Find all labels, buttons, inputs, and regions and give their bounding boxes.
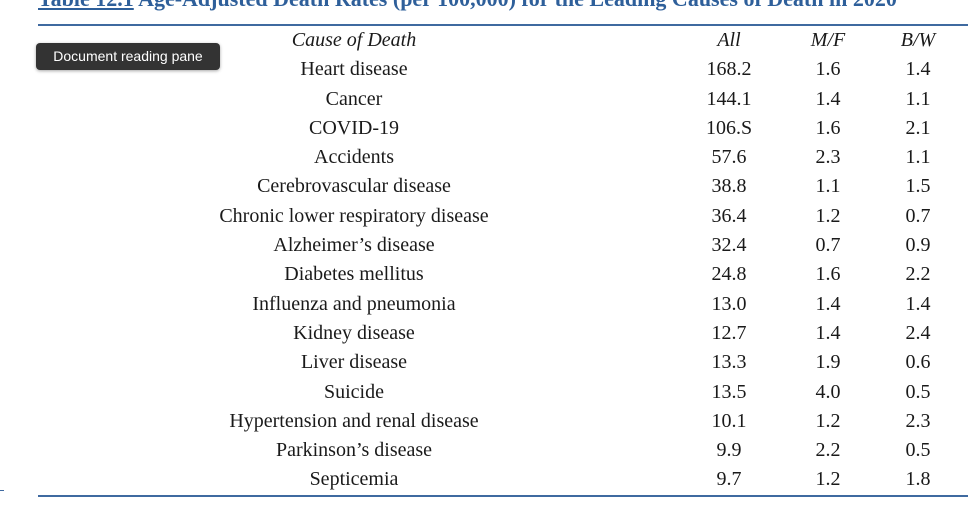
cell-all: 13.3 (711, 351, 747, 374)
table-row: Heart disease 168.2 1.6 1.4 (38, 55, 968, 84)
table-row: Suicide 13.5 4.0 0.5 (38, 378, 968, 407)
cell-all: 144.1 (706, 87, 752, 110)
table-row: Chronic lower respiratory disease 36.4 1.2… (38, 202, 968, 231)
table-row: Hypertension and renal disease 10.1 1.2 2.3 (38, 407, 968, 436)
table-row: COVID-19 106.S 1.6 2.1 (38, 114, 968, 143)
cell-cause: COVID-19 (309, 116, 399, 139)
cell-mf: 1.4 (815, 292, 841, 315)
cell-bw: 0.5 (905, 380, 931, 403)
table-caption: Table 12.1 Age-Adjusted Death Rates (per… (38, 0, 968, 18)
cell-mf: 0.7 (815, 234, 841, 257)
cell-mf: 1.2 (815, 409, 841, 432)
cell-all: 12.7 (711, 321, 747, 344)
table-row: Influenza and pneumonia 13.0 1.4 1.4 (38, 290, 968, 319)
cell-all: 106.S (705, 116, 753, 139)
cell-all: 32.4 (711, 234, 747, 257)
cell-mf: 1.4 (815, 321, 841, 344)
table-row: Septicemia 9.7 1.2 1.8 (38, 465, 968, 494)
table-row: Parkinson’s disease 9.9 2.2 0.5 (38, 436, 968, 465)
cell-mf: 2.2 (815, 439, 841, 462)
cell-cause: Kidney disease (293, 321, 415, 344)
cell-bw: 0.5 (905, 439, 931, 462)
margin-mark (0, 490, 4, 491)
cell-mf: 1.2 (815, 468, 841, 491)
table-row: Liver disease 13.3 1.9 0.6 (38, 348, 968, 377)
death-rates-table: Cause of Death All M/F B/W Heart disease… (38, 26, 968, 495)
cell-bw: 1.1 (905, 87, 931, 110)
header-bw: B/W (900, 29, 936, 51)
cell-bw: 1.4 (905, 292, 931, 315)
cell-bw: 0.9 (905, 234, 931, 257)
cell-mf: 1.1 (815, 175, 841, 198)
header-cause: Cause of Death (291, 29, 417, 51)
reading-pane-tooltip: Document reading pane (36, 43, 220, 70)
cell-bw: 2.2 (905, 263, 931, 286)
cell-bw: 0.6 (905, 351, 931, 374)
cell-all: 13.5 (711, 380, 747, 403)
cell-bw: 1.8 (905, 468, 931, 491)
table-row: Accidents 57.6 2.3 1.1 (38, 143, 968, 172)
cell-all: 13.0 (711, 292, 747, 315)
cell-cause: Liver disease (300, 351, 408, 374)
cell-cause: Chronic lower respiratory disease (219, 204, 489, 227)
cell-all: 168.2 (706, 58, 752, 81)
table-row: Kidney disease 12.7 1.4 2.4 (38, 319, 968, 348)
table-top-rule (38, 24, 968, 26)
header-mf: M/F (810, 29, 846, 51)
table-row: Diabetes mellitus 24.8 1.6 2.2 (38, 260, 968, 289)
cell-mf: 1.4 (815, 87, 841, 110)
cell-mf: 1.6 (815, 58, 841, 81)
cell-cause: Hypertension and renal disease (229, 409, 479, 432)
cell-bw: 2.1 (905, 116, 931, 139)
cell-mf: 4.0 (815, 380, 841, 403)
cell-cause: Suicide (324, 380, 384, 403)
table-row: Cancer 144.1 1.4 1.1 (38, 85, 968, 114)
header-all: All (717, 29, 741, 51)
cell-all: 38.8 (711, 175, 747, 198)
cell-mf: 1.2 (815, 204, 841, 227)
cell-all: 9.9 (716, 439, 742, 462)
table-row: Cerebrovascular disease 38.8 1.1 1.5 (38, 172, 968, 201)
cell-all: 36.4 (711, 204, 747, 227)
cell-mf: 1.6 (815, 263, 841, 286)
table-row: Alzheimer’s disease 32.4 0.7 0.9 (38, 231, 968, 260)
cell-mf: 2.3 (815, 146, 841, 169)
table-header-row: Cause of Death All M/F B/W (38, 26, 968, 55)
cell-bw: 2.4 (905, 321, 931, 344)
cell-bw: 1.1 (905, 146, 931, 169)
cell-cause: Septicemia (309, 468, 399, 491)
cell-cause: Influenza and pneumonia (252, 292, 456, 315)
cell-all: 10.1 (711, 409, 747, 432)
cell-cause: Parkinson’s disease (275, 439, 433, 462)
table-body: Heart disease 168.2 1.6 1.4 Cancer 144.1 1.4 1.… (38, 55, 968, 494)
cell-cause: Alzheimer’s disease (273, 234, 435, 257)
cell-mf: 1.6 (815, 116, 841, 139)
cell-bw: 2.3 (905, 409, 931, 432)
cell-bw: 1.4 (905, 58, 931, 81)
cell-bw: 0.7 (905, 204, 931, 227)
cell-all: 9.7 (716, 468, 742, 491)
table-caption-text: Table 12.1 Age-Adjusted Death Rates (per… (38, 0, 897, 12)
table-bottom-rule (38, 495, 968, 497)
cell-cause: Accidents (314, 146, 394, 169)
cell-cause: Cerebrovascular disease (257, 175, 451, 198)
table-caption-title: Age-Adjusted Death Rates (per 100,000) f… (134, 0, 897, 11)
cell-cause: Heart disease (300, 58, 408, 81)
cell-mf: 1.9 (815, 351, 841, 374)
table-caption-prefix[interactable]: Table 12.1 (38, 0, 134, 11)
cell-all: 57.6 (711, 146, 747, 169)
cell-bw: 1.5 (905, 175, 931, 198)
cell-cause: Diabetes mellitus (284, 263, 424, 286)
cell-cause: Cancer (325, 87, 383, 110)
cell-all: 24.8 (711, 263, 747, 286)
